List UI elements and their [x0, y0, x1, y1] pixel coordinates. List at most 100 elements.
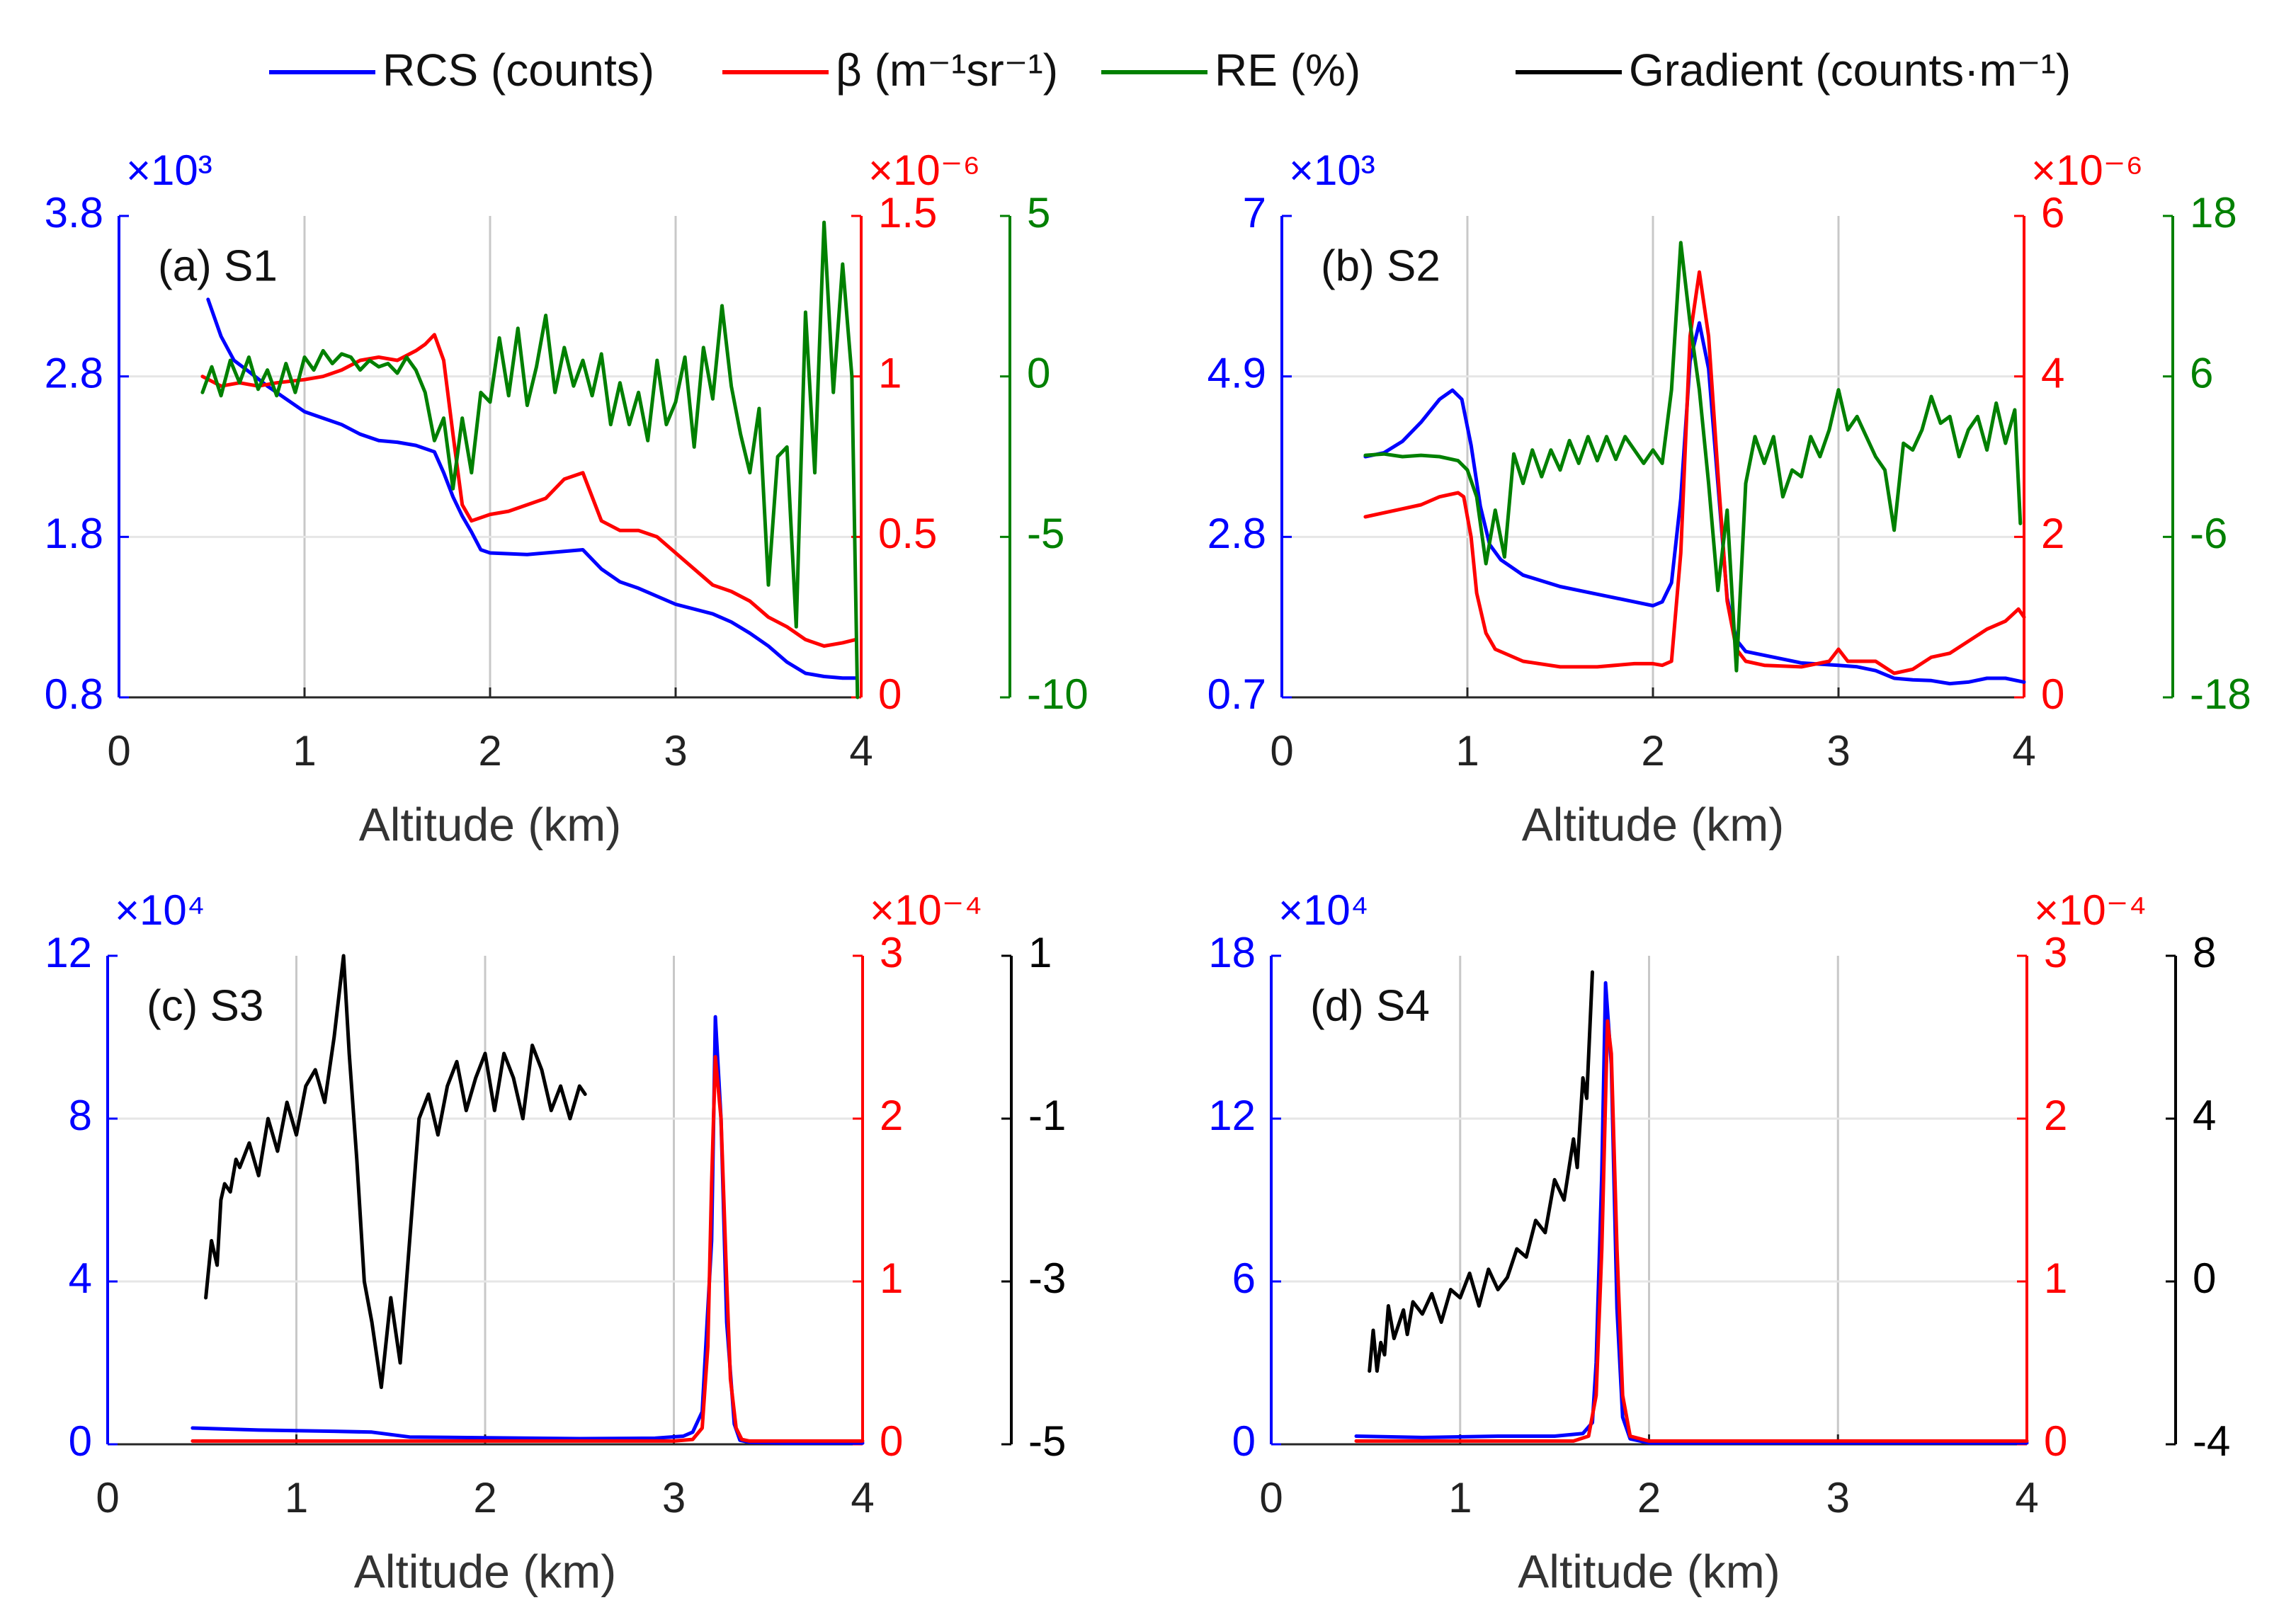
x-tick-label: 0	[1259, 1474, 1283, 1521]
x-tick-label: 2	[478, 727, 501, 775]
y-tick-label-right2: 4	[2193, 1092, 2216, 1139]
series-line-0	[206, 297, 858, 680]
x-tick-label: 2	[473, 1474, 496, 1521]
x-tick-label: 0	[96, 1474, 119, 1521]
panel-title: (d) S4	[1310, 981, 1430, 1030]
y-tick-label-right1: 0	[2041, 670, 2064, 718]
y-tick-label-right1: 2	[2041, 510, 2064, 557]
y-tick-label-right2: -10	[1027, 670, 1089, 718]
y-tick-label-right1: 1.5	[878, 189, 937, 236]
x-tick-label: 1	[1455, 727, 1479, 775]
x-tick-label: 1	[285, 1474, 308, 1521]
y-tick-label-right2: -5	[1028, 1417, 1066, 1465]
y-tick-label-right2: -1	[1028, 1092, 1066, 1139]
x-tick-label: 4	[2015, 1474, 2038, 1521]
panel-title: (c) S3	[147, 981, 263, 1030]
series-line-2	[1363, 241, 2023, 673]
y-tick-label-left: 8	[69, 1092, 92, 1139]
y-tick-label-right1: 0	[880, 1417, 903, 1465]
panel-title: (a) S1	[158, 241, 278, 290]
y-tick-label-right2: 18	[2190, 189, 2237, 236]
y-tick-label-right2: -5	[1027, 510, 1064, 557]
y-tick-label-left: 2.8	[45, 350, 103, 397]
x-axis-label: Altitude (km)	[359, 798, 621, 850]
x-tick-label: 2	[1641, 727, 1664, 775]
legend-label-0: RCS (counts)	[382, 45, 654, 96]
y-multiplier-left: ×10⁴	[115, 886, 205, 934]
y-tick-label-right2: -4	[2193, 1417, 2230, 1465]
y-tick-label-left: 4	[69, 1255, 92, 1302]
y-tick-label-right1: 2	[2044, 1092, 2067, 1139]
y-tick-label-right2: 6	[2190, 350, 2213, 397]
y-tick-label-left: 0.7	[1207, 670, 1266, 718]
y-tick-label-right1: 1	[878, 350, 902, 397]
y-tick-label-left: 12	[45, 929, 92, 976]
y-tick-label-right1: 0.5	[878, 510, 937, 557]
y-multiplier-right1: ×10⁻⁶	[868, 147, 980, 194]
series-line-1	[200, 333, 858, 648]
y-tick-label-right2: 1	[1028, 929, 1052, 976]
x-tick-label: 4	[849, 727, 873, 775]
series-line-1	[191, 1055, 865, 1443]
y-tick-label-right1: 3	[2044, 929, 2067, 976]
y-tick-label-right2: -6	[2190, 510, 2227, 557]
y-tick-label-left: 3.8	[45, 189, 103, 236]
legend-label-2: RE (%)	[1215, 45, 1360, 96]
y-tick-label-right1: 3	[880, 929, 903, 976]
x-tick-label: 0	[1270, 727, 1293, 775]
legend-label-1: β (m⁻¹sr⁻¹)	[836, 45, 1058, 96]
y-tick-label-left: 4.9	[1207, 350, 1266, 397]
x-tick-label: 4	[851, 1474, 874, 1521]
y-multiplier-left: ×10⁴	[1278, 886, 1369, 934]
y-tick-label-left: 0	[1232, 1417, 1256, 1465]
legend-label-3: Gradient (counts·m⁻¹)	[1629, 45, 2071, 96]
x-tick-label: 3	[662, 1474, 686, 1521]
x-tick-label: 3	[664, 727, 687, 775]
x-tick-label: 1	[292, 727, 316, 775]
x-tick-label: 4	[2012, 727, 2035, 775]
y-tick-label-left: 12	[1208, 1092, 1256, 1139]
y-tick-label-right2: 0	[1027, 350, 1050, 397]
x-tick-label: 3	[1826, 727, 1850, 775]
x-tick-label: 2	[1637, 1474, 1661, 1521]
series-line-1	[1354, 1019, 2029, 1443]
y-tick-label-left: 7	[1243, 189, 1266, 236]
y-multiplier-right1: ×10⁻⁴	[2034, 886, 2147, 934]
y-tick-label-right1: 1	[880, 1255, 903, 1302]
y-tick-label-right2: 0	[2193, 1255, 2216, 1302]
y-multiplier-left: ×10³	[126, 147, 212, 194]
y-tick-label-right2: 5	[1027, 189, 1050, 236]
x-axis-label: Altitude (km)	[1518, 1545, 1780, 1597]
x-axis-label: Altitude (km)	[1522, 798, 1784, 850]
y-tick-label-right1: 0	[2044, 1417, 2067, 1465]
y-tick-label-right1: 2	[880, 1092, 903, 1139]
panel-title: (b) S2	[1321, 241, 1440, 290]
y-tick-label-left: 1.8	[45, 510, 103, 557]
x-axis-label: Altitude (km)	[354, 1545, 616, 1597]
x-tick-label: 3	[1826, 1474, 1850, 1521]
series-line-1	[1363, 270, 2026, 675]
series-line-2	[204, 954, 587, 1389]
y-tick-label-right2: 8	[2193, 929, 2216, 976]
y-multiplier-left: ×10³	[1289, 147, 1375, 194]
x-tick-label: 0	[107, 727, 130, 775]
y-multiplier-right1: ×10⁻⁶	[2031, 147, 2143, 194]
y-tick-label-right1: 0	[878, 670, 902, 718]
y-tick-label-left: 6	[1232, 1255, 1256, 1302]
y-tick-label-right1: 1	[2044, 1255, 2067, 1302]
panel-0: 0 1 2 3 4 Altitude (km) 0.8 1.8 2.8 3.8 ×10³ 0 0.5 1 1…	[45, 147, 1089, 851]
y-tick-label-right1: 6	[2041, 189, 2064, 236]
y-tick-label-left: 2.8	[1207, 510, 1266, 557]
y-tick-label-left: 0.8	[45, 670, 103, 718]
y-tick-label-right2: -3	[1028, 1255, 1066, 1302]
y-multiplier-right1: ×10⁻⁴	[870, 886, 982, 934]
series-line-2	[200, 220, 860, 699]
y-tick-label-left: 18	[1208, 929, 1256, 976]
series-line-2	[1368, 970, 1594, 1373]
y-tick-label-right2: -18	[2190, 670, 2251, 718]
y-tick-label-right1: 4	[2041, 350, 2064, 397]
